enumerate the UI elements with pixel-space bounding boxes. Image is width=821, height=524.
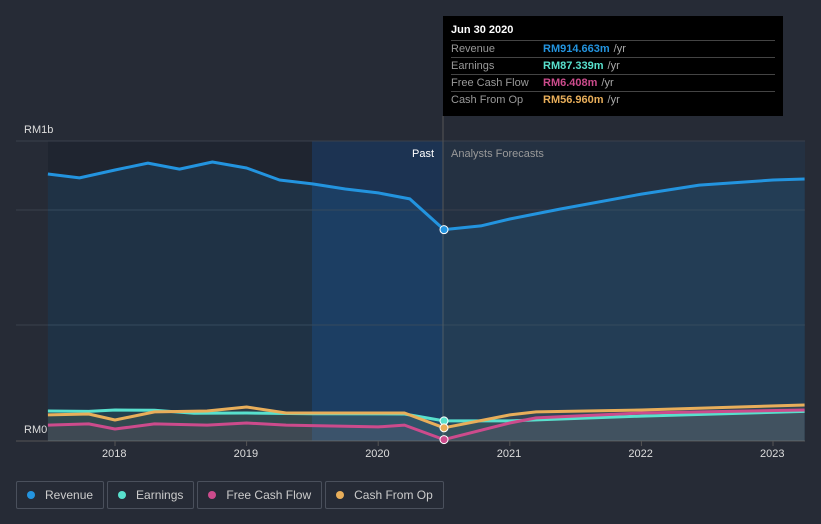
tooltip-row: Free Cash Flow RM6.408m/yr bbox=[451, 74, 775, 91]
tooltip-row: Earnings RM87.339m/yr bbox=[451, 57, 775, 74]
y-label-bottom: RM0 bbox=[24, 424, 48, 436]
tooltip-row: Revenue RM914.663m/yr bbox=[451, 40, 775, 57]
legend-item-free-cash-flow[interactable]: Free Cash Flow bbox=[197, 481, 323, 509]
y-label-top: RM1b bbox=[24, 124, 54, 136]
legend-dot-icon bbox=[27, 491, 35, 499]
tooltip: Jun 30 2020 Revenue RM914.663m/yr Earnings… bbox=[443, 16, 783, 116]
x-tick-label: 2022 bbox=[628, 448, 653, 460]
legend-item-cash-from-op[interactable]: Cash From Op bbox=[325, 481, 444, 509]
legend: Revenue Earnings Free Cash Flow Cash From O… bbox=[16, 481, 444, 509]
line-cash-from-op bbox=[47, 403, 805, 430]
x-tick-label: 2023 bbox=[760, 448, 785, 460]
area-revenue bbox=[47, 162, 805, 441]
x-tick-label: 2018 bbox=[102, 448, 127, 460]
tooltip-label: Earnings bbox=[451, 60, 495, 72]
tooltip-date: Jun 30 2020 bbox=[451, 24, 514, 36]
x-tick-label: 2021 bbox=[496, 448, 522, 460]
past-label: Past bbox=[412, 148, 435, 160]
past-bg bbox=[48, 141, 312, 441]
forecast-label: Analysts Forecasts bbox=[451, 148, 544, 160]
x-tick-label: 2020 bbox=[365, 448, 390, 460]
tooltip-label: Free Cash Flow bbox=[451, 77, 529, 89]
tooltip-value: RM914.663m bbox=[543, 43, 610, 55]
line-revenue bbox=[47, 160, 805, 232]
x-tick-label: 2019 bbox=[233, 448, 259, 460]
legend-label: Free Cash Flow bbox=[226, 488, 312, 502]
marker-free-cash-flow bbox=[439, 435, 449, 445]
legend-item-earnings[interactable]: Earnings bbox=[107, 481, 195, 509]
tooltip-label: Cash From Op bbox=[451, 94, 524, 106]
tooltip-label: Revenue bbox=[451, 43, 496, 55]
past-highlight bbox=[312, 141, 443, 441]
tooltip-row: Cash From Op RM56.960m/yr bbox=[451, 91, 775, 108]
line-free-cash-flow bbox=[47, 408, 805, 442]
legend-label: Earnings bbox=[136, 488, 184, 502]
legend-dot-icon bbox=[208, 491, 217, 499]
tooltip-unit: /yr bbox=[613, 43, 626, 55]
tooltip-value: RM56.960m bbox=[543, 94, 604, 106]
marker-cash-from-op bbox=[439, 423, 449, 433]
marker-revenue bbox=[439, 225, 449, 235]
tooltip-unit: /yr bbox=[607, 60, 620, 72]
tooltip-unit: /yr bbox=[601, 77, 614, 89]
legend-item-revenue[interactable]: Revenue bbox=[16, 481, 105, 509]
tooltip-unit: /yr bbox=[607, 94, 620, 106]
legend-dot-icon bbox=[336, 491, 345, 499]
legend-label: Cash From Op bbox=[354, 488, 433, 502]
tooltip-value: RM87.339m bbox=[543, 60, 604, 72]
tooltip-value: RM6.408m bbox=[543, 77, 598, 89]
legend-dot-icon bbox=[118, 491, 127, 499]
legend-label: Revenue bbox=[45, 488, 94, 502]
